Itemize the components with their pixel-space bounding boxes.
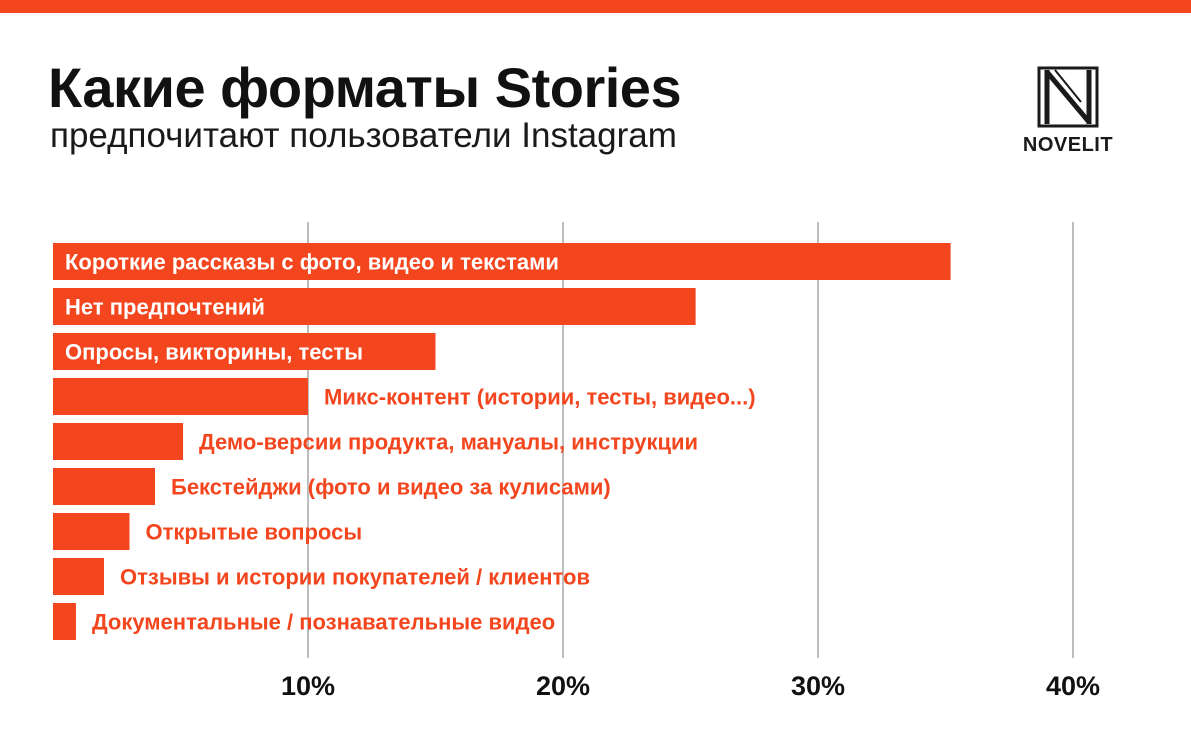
bar bbox=[53, 603, 76, 640]
n-logo-icon bbox=[1037, 66, 1099, 128]
top-accent-stripe bbox=[0, 0, 1191, 13]
bar-label: Документальные / познавательные видео bbox=[92, 610, 555, 635]
x-tick-label: 10% bbox=[281, 671, 335, 701]
x-tick-label: 30% bbox=[791, 671, 845, 701]
brand-logo-text: NOVELIT bbox=[1022, 134, 1114, 156]
x-tick-label: 20% bbox=[536, 671, 590, 701]
bar-label: Открытые вопросы bbox=[146, 520, 363, 545]
bar bbox=[53, 513, 130, 550]
bar-label: Опросы, викторины, тесты bbox=[65, 340, 363, 365]
bar bbox=[53, 243, 951, 280]
bar bbox=[53, 558, 104, 595]
x-tick-label: 40% bbox=[1046, 671, 1100, 701]
bar bbox=[53, 333, 436, 370]
bar bbox=[53, 288, 696, 325]
bar-label: Бекстейджи (фото и видео за кулисами) bbox=[171, 475, 611, 500]
bar-label: Демо-версии продукта, мануалы, инструкци… bbox=[199, 430, 698, 455]
page-title: Какие форматы Stories bbox=[48, 56, 682, 119]
bar bbox=[53, 423, 184, 460]
bar-label: Отзывы и истории покупателей / клиентов bbox=[120, 565, 590, 590]
bar-chart: 10% 20% 30% 40% Короткие рассказы с фото, ви… bbox=[53, 222, 1100, 701]
bar-label: Короткие рассказы с фото, видео и текста… bbox=[65, 250, 559, 275]
brand-logo: NOVELIT bbox=[1010, 62, 1128, 162]
page-subtitle: предпочитают пользователи Instagram bbox=[50, 116, 677, 155]
bar bbox=[53, 378, 308, 415]
bar bbox=[53, 468, 155, 505]
bar-label: Микс-контент (истории, тесты, видео...) bbox=[324, 385, 756, 410]
bar-label: Нет предпочтений bbox=[65, 295, 265, 320]
